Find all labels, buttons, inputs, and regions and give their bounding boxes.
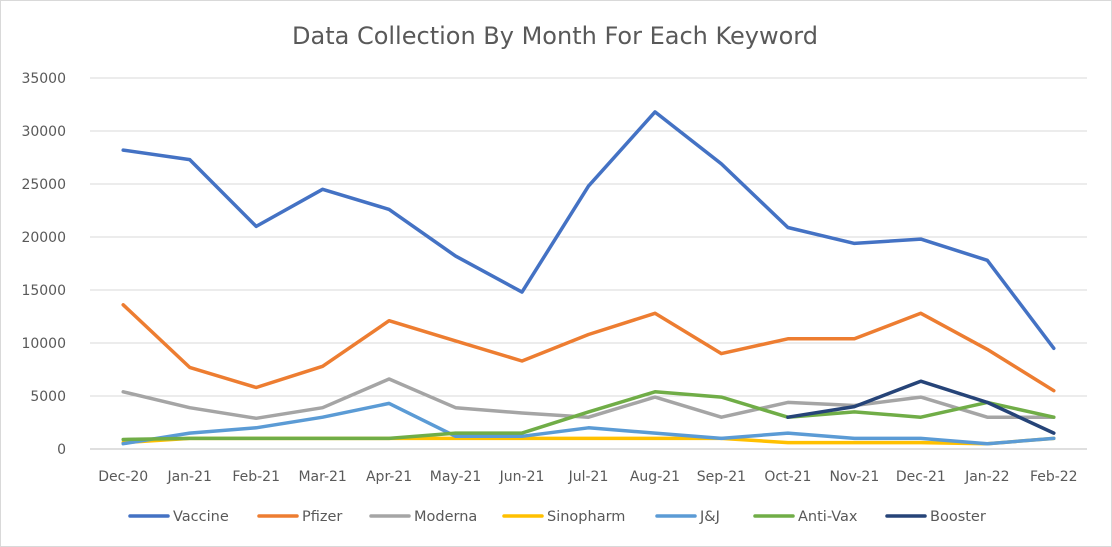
y-tick-label: 10000 bbox=[21, 336, 66, 352]
x-tick-label: Apr-21 bbox=[366, 469, 412, 485]
y-tick-label: 20000 bbox=[21, 230, 66, 246]
series-line-moderna bbox=[121, 377, 1056, 421]
x-tick-label: Dec-20 bbox=[98, 469, 148, 485]
series-line-anti-vax bbox=[121, 390, 1056, 442]
y-tick-label: 0 bbox=[57, 442, 66, 458]
x-tick-label: Feb-22 bbox=[1030, 469, 1078, 485]
y-tick-label: 35000 bbox=[21, 71, 66, 87]
x-tick-label: Aug-21 bbox=[630, 469, 680, 485]
gridlines bbox=[90, 77, 1087, 450]
y-tick-label: 5000 bbox=[30, 389, 66, 405]
legend-label-sinopharm: Sinopharm bbox=[547, 509, 625, 525]
series-lines bbox=[121, 110, 1056, 446]
x-tick-label: Mar-21 bbox=[298, 469, 346, 485]
legend-label-booster: Booster bbox=[930, 509, 986, 525]
y-tick-label: 30000 bbox=[21, 124, 66, 140]
x-tick-label: Nov-21 bbox=[829, 469, 879, 485]
x-tick-label: Jan-22 bbox=[964, 469, 1009, 485]
series-line-pfizer bbox=[121, 303, 1056, 393]
legend-label-j-j: J&J bbox=[699, 509, 720, 525]
x-tick-label: May-21 bbox=[430, 469, 482, 485]
x-tick-label: Jan-21 bbox=[166, 469, 211, 485]
y-tick-label: 15000 bbox=[21, 283, 66, 299]
x-tick-label: Dec-21 bbox=[896, 469, 946, 485]
x-tick-label: Jun-21 bbox=[499, 469, 545, 485]
x-tick-label: Jul-21 bbox=[568, 469, 609, 485]
y-axis-ticks: 0 5000 10000 15000 20000 25000 30000 35000 bbox=[21, 71, 66, 458]
series-line-booster bbox=[786, 379, 1056, 435]
series-line-vaccine bbox=[121, 110, 1056, 351]
legend-label-vaccine: Vaccine bbox=[173, 509, 229, 525]
legend-label-anti-vax: Anti-Vax bbox=[798, 509, 858, 525]
y-tick-label: 25000 bbox=[21, 177, 66, 193]
x-tick-label: Oct-21 bbox=[764, 469, 811, 485]
chart-title: Data Collection By Month For Each Keywor… bbox=[292, 22, 818, 50]
legend-label-moderna: Moderna bbox=[414, 509, 477, 525]
x-tick-label: Sep-21 bbox=[697, 469, 746, 485]
x-tick-label: Feb-21 bbox=[232, 469, 280, 485]
x-axis-ticks: Dec-20 Jan-21 Feb-21 Mar-21 Apr-21 May-21 Jun-… bbox=[98, 469, 1077, 485]
legend: Vaccine Pfizer Moderna Sinopharm J&J Anti-Vax… bbox=[128, 509, 986, 525]
legend-label-pfizer: Pfizer bbox=[302, 509, 342, 525]
series-line-j-j bbox=[121, 401, 1056, 446]
